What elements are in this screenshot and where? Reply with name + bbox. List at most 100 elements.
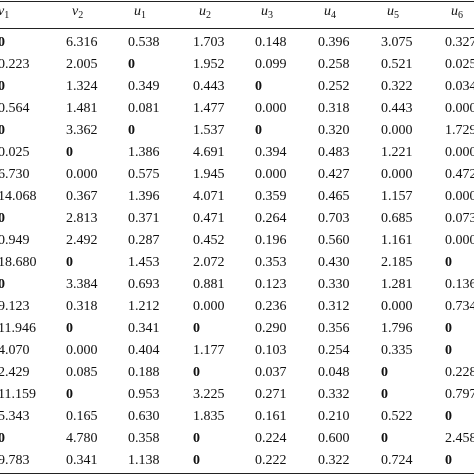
table-cell: 1.212 bbox=[128, 299, 160, 314]
table-cell: 0.254 bbox=[318, 343, 350, 358]
table-cell: 0 bbox=[193, 453, 200, 468]
table-cell: 0.223 bbox=[0, 57, 30, 72]
table-cell: 0.443 bbox=[381, 101, 413, 116]
table-cell: 3.362 bbox=[66, 123, 98, 138]
column-header: u5 bbox=[387, 2, 399, 26]
column-header: v1 bbox=[0, 2, 9, 26]
table-header-rule bbox=[0, 28, 474, 29]
column-header-subscript: 6 bbox=[458, 10, 463, 21]
column-header: v2 bbox=[72, 2, 83, 26]
table-cell: 0.210 bbox=[318, 409, 350, 424]
table-cell: 0.136 bbox=[445, 277, 474, 292]
table-row: 9.783 0.341 1.138 0 0.222 0.322 0.724 0 bbox=[0, 451, 474, 471]
column-header-symbol: u bbox=[199, 4, 206, 19]
table-row: 9.123 0.318 1.212 0.000 0.236 0.312 0.000 0.734 bbox=[0, 297, 474, 317]
table-cell: 0.472 bbox=[445, 167, 474, 182]
table-cell: 0.196 bbox=[255, 233, 287, 248]
table-cell: 0.271 bbox=[255, 387, 287, 402]
table-cell: 1.796 bbox=[381, 321, 413, 336]
table-cell: 0 bbox=[0, 277, 5, 292]
table-cell: 0.123 bbox=[255, 277, 287, 292]
table-cell: 0 bbox=[128, 123, 135, 138]
table-cell: 3.225 bbox=[193, 387, 225, 402]
table-cell: 0.797 bbox=[445, 387, 474, 402]
table-cell: 2.429 bbox=[0, 365, 30, 380]
table-cell: 0.404 bbox=[128, 343, 160, 358]
table-cell: 0.394 bbox=[255, 145, 287, 160]
table-cell: 3.075 bbox=[381, 35, 413, 50]
table-cell: 0.000 bbox=[445, 145, 474, 160]
table-cell: 2.492 bbox=[66, 233, 98, 248]
table-cell: 0.600 bbox=[318, 431, 350, 446]
table-cell: 0 bbox=[0, 431, 5, 446]
table-row: 0.564 1.481 0.081 1.477 0.000 0.318 0.443 0.000 bbox=[0, 99, 474, 119]
table-cell: 1.952 bbox=[193, 57, 225, 72]
table-cell: 0 bbox=[0, 35, 5, 50]
table-cell: 0.322 bbox=[381, 79, 413, 94]
table-cell: 0.025 bbox=[0, 145, 30, 160]
table-cell: 0.465 bbox=[318, 189, 350, 204]
table-cell: 0 bbox=[0, 123, 5, 138]
table-cell: 4.071 bbox=[193, 189, 225, 204]
column-header: u3 bbox=[261, 2, 273, 26]
table-cell: 0.318 bbox=[66, 299, 98, 314]
table-cell: 3.384 bbox=[66, 277, 98, 292]
table-cell: 0.290 bbox=[255, 321, 287, 336]
table-cell: 0.341 bbox=[66, 453, 98, 468]
table-row: 11.159 0 0.953 3.225 0.271 0.332 0 0.797 bbox=[0, 385, 474, 405]
table-cell: 0 bbox=[66, 145, 73, 160]
table-cell: 6.730 bbox=[0, 167, 30, 182]
table-cell: 0.318 bbox=[318, 101, 350, 116]
table-cell: 11.159 bbox=[0, 387, 36, 402]
table-cell: 0.037 bbox=[255, 365, 287, 380]
table-cell: 0.322 bbox=[318, 453, 350, 468]
table-cell: 2.005 bbox=[66, 57, 98, 72]
table-cell: 0.359 bbox=[255, 189, 287, 204]
table-cell: 1.138 bbox=[128, 453, 160, 468]
table-cell: 1.396 bbox=[128, 189, 160, 204]
table-cell: 2.458 bbox=[445, 431, 474, 446]
table-cell: 0.483 bbox=[318, 145, 350, 160]
table-row: 0 2.813 0.371 0.471 0.264 0.703 0.685 0.073 bbox=[0, 209, 474, 229]
table-cell: 1.453 bbox=[128, 255, 160, 270]
table-cell: 0.222 bbox=[255, 453, 287, 468]
table-cell: 0.000 bbox=[66, 343, 98, 358]
column-header-subscript: 1 bbox=[141, 10, 146, 21]
table-row: 0.025 0 1.386 4.691 0.394 0.483 1.221 0.000 bbox=[0, 143, 474, 163]
table-cell: 0 bbox=[66, 255, 73, 270]
column-header-subscript: 2 bbox=[206, 10, 211, 21]
table-row: 0 3.384 0.693 0.881 0.123 0.330 1.281 0.136 bbox=[0, 275, 474, 295]
table-header-row: v1v2u1u2u3u4u5u6 bbox=[0, 2, 474, 22]
table-row: 2.429 0.085 0.188 0 0.037 0.048 0 0.228 bbox=[0, 363, 474, 383]
table-cell: 0 bbox=[381, 431, 388, 446]
table-row: 4.070 0.000 0.404 1.177 0.103 0.254 0.335 0 bbox=[0, 341, 474, 361]
table-row: 0 3.362 0 1.537 0 0.320 0.000 1.729 bbox=[0, 121, 474, 141]
table-cell: 0.034 bbox=[445, 79, 474, 94]
table-cell: 0.320 bbox=[318, 123, 350, 138]
column-header-subscript: 2 bbox=[78, 10, 84, 21]
table-cell: 0.252 bbox=[318, 79, 350, 94]
table-row: 14.068 0.367 1.396 4.071 0.359 0.465 1.157 0.00… bbox=[0, 187, 474, 207]
table-cell: 0.085 bbox=[66, 365, 98, 380]
table-cell: 0.349 bbox=[128, 79, 160, 94]
table-cell: 0 bbox=[0, 79, 5, 94]
table-cell: 0.258 bbox=[318, 57, 350, 72]
table-cell: 0.000 bbox=[255, 167, 287, 182]
table-cell: 0.335 bbox=[381, 343, 413, 358]
table-cell: 0.396 bbox=[318, 35, 350, 50]
table-cell: 1.537 bbox=[193, 123, 225, 138]
table-cell: 1.477 bbox=[193, 101, 225, 116]
table-cell: 0.103 bbox=[255, 343, 287, 358]
table-cell: 0.358 bbox=[128, 431, 160, 446]
table-cell: 0.353 bbox=[255, 255, 287, 270]
table-cell: 0 bbox=[445, 343, 452, 358]
table-cell: 0.443 bbox=[193, 79, 225, 94]
table-cell: 1.945 bbox=[193, 167, 225, 182]
table-cell: 0.099 bbox=[255, 57, 287, 72]
table-cell: 0.224 bbox=[255, 431, 287, 446]
table-cell: 0 bbox=[193, 431, 200, 446]
table-cell: 0.367 bbox=[66, 189, 98, 204]
table-cell: 4.780 bbox=[66, 431, 98, 446]
table-row: 6.730 0.000 0.575 1.945 0.000 0.427 0.000 0.472 bbox=[0, 165, 474, 185]
table-cell: 1.481 bbox=[66, 101, 98, 116]
